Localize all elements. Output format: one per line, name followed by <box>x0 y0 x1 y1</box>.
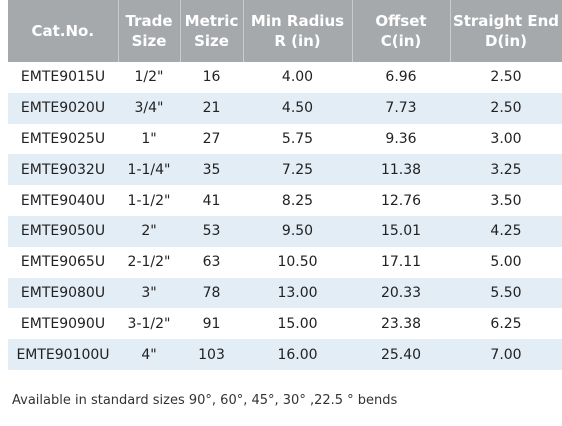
table-body: EMTE9015U 1/2" 16 4.00 6.96 2.50 EMTE9020U 3/4"… <box>8 62 562 370</box>
table-cell: 5.00 <box>490 254 522 271</box>
table-cell: 10.50 <box>277 254 318 271</box>
table-cell: 6.96 <box>385 69 417 86</box>
table-cell: 16 <box>202 69 221 86</box>
column-header: Straight End D(in) <box>450 0 562 62</box>
table-cell: 2" <box>118 215 180 247</box>
table-cell: EMTE9015U <box>20 69 106 86</box>
table-cell: 12.76 <box>380 192 422 209</box>
table-cell: 3" <box>118 277 180 309</box>
table-cell: EMTE9090U <box>20 315 106 332</box>
table-cell: EMTE9025U <box>20 130 106 147</box>
table-cell: 35 <box>180 154 243 186</box>
table-cell: 27 <box>202 130 221 147</box>
table-cell: 5.50 <box>450 277 562 309</box>
table-cell: 13.00 <box>243 277 352 309</box>
table-row: EMTE9090U 3-1/2" 91 15.00 23.38 6.25 <box>8 308 562 339</box>
table-cell: 2.50 <box>490 69 522 86</box>
table-row: EMTE9032U 1-1/4" 35 7.25 11.38 3.25 <box>8 154 562 186</box>
table-cell: EMTE9065U <box>20 254 106 271</box>
table-cell: 7.25 <box>243 154 352 186</box>
table-cell: 15.01 <box>352 215 450 247</box>
table-cell: 2-1/2" <box>127 254 171 271</box>
table-cell: 1" <box>141 130 157 147</box>
table-cell: 17.11 <box>380 254 422 271</box>
table-cell: 4" <box>118 339 180 370</box>
table-cell: 8.25 <box>281 192 314 209</box>
table-cell: 3.25 <box>450 154 562 186</box>
table-cell: EMTE9040U <box>20 192 106 209</box>
table-cell: EMTE9020U <box>8 92 118 124</box>
table-row: EMTE9025U 1" 27 5.75 9.36 3.00 <box>8 124 562 155</box>
table-row: EMTE9040U 1-1/2" 41 8.25 12.76 3.50 <box>8 185 562 216</box>
column-header: Min Radius R (in) <box>243 0 353 62</box>
column-header: Offset C(in) <box>352 0 451 62</box>
table-cell: EMTE9032U <box>8 154 118 186</box>
spec-table: Cat.No. Trade Size Metric Size Min Radius R… <box>8 0 562 370</box>
table-cell: 7.00 <box>450 339 562 370</box>
table-row: EMTE9050U 2" 53 9.50 15.01 4.25 <box>8 215 562 247</box>
table-cell: 1-1/4" <box>118 154 180 186</box>
table-cell: 6.25 <box>490 315 522 332</box>
table-cell: 7.73 <box>352 92 450 124</box>
table-cell: 91 <box>202 315 221 332</box>
table-row: EMTE90100U 4" 103 16.00 25.40 7.00 <box>8 339 562 370</box>
table-cell: 3/4" <box>118 92 180 124</box>
table-cell: EMTE9080U <box>8 277 118 309</box>
column-header: Metric Size <box>180 0 244 62</box>
table-cell: 2.50 <box>450 92 562 124</box>
table-cell: 25.40 <box>352 339 450 370</box>
table-cell: 9.50 <box>243 215 352 247</box>
table-cell: 5.75 <box>281 130 314 147</box>
table-cell: 4.25 <box>450 215 562 247</box>
table-cell: 3.50 <box>490 192 522 209</box>
table-cell: 1-1/2" <box>127 192 171 209</box>
table-row: EMTE9080U 3" 78 13.00 20.33 5.50 <box>8 277 562 309</box>
column-header: Cat.No. <box>8 0 119 62</box>
table-cell: 4.50 <box>243 92 352 124</box>
column-header: Trade Size <box>118 0 181 62</box>
table-cell: 103 <box>180 339 243 370</box>
table-cell: 23.38 <box>380 315 422 332</box>
table-cell: 41 <box>202 192 221 209</box>
table-cell: EMTE90100U <box>8 339 118 370</box>
table-cell: 3-1/2" <box>127 315 171 332</box>
table-cell: 63 <box>202 254 221 271</box>
table-row: EMTE9015U 1/2" 16 4.00 6.96 2.50 <box>8 62 562 93</box>
table-cell: 1/2" <box>134 69 164 86</box>
header-row: Cat.No. Trade Size Metric Size Min Radius R… <box>8 0 562 62</box>
table-cell: 53 <box>180 215 243 247</box>
table-cell: 9.36 <box>385 130 417 147</box>
table-cell: 15.00 <box>277 315 318 332</box>
table-cell: 20.33 <box>352 277 450 309</box>
table-cell: 11.38 <box>352 154 450 186</box>
table-cell: EMTE9050U <box>8 215 118 247</box>
table-row: EMTE9020U 3/4" 21 4.50 7.73 2.50 <box>8 92 562 124</box>
table-cell: 3.00 <box>490 130 522 147</box>
table-row: EMTE9065U 2-1/2" 63 10.50 17.11 5.00 <box>8 247 562 278</box>
footnote: Available in standard sizes 90°, 60°, 45… <box>12 393 398 408</box>
table-cell: 4.00 <box>281 69 314 86</box>
table-cell: 78 <box>180 277 243 309</box>
table-cell: 21 <box>180 92 243 124</box>
table-cell: 16.00 <box>243 339 352 370</box>
